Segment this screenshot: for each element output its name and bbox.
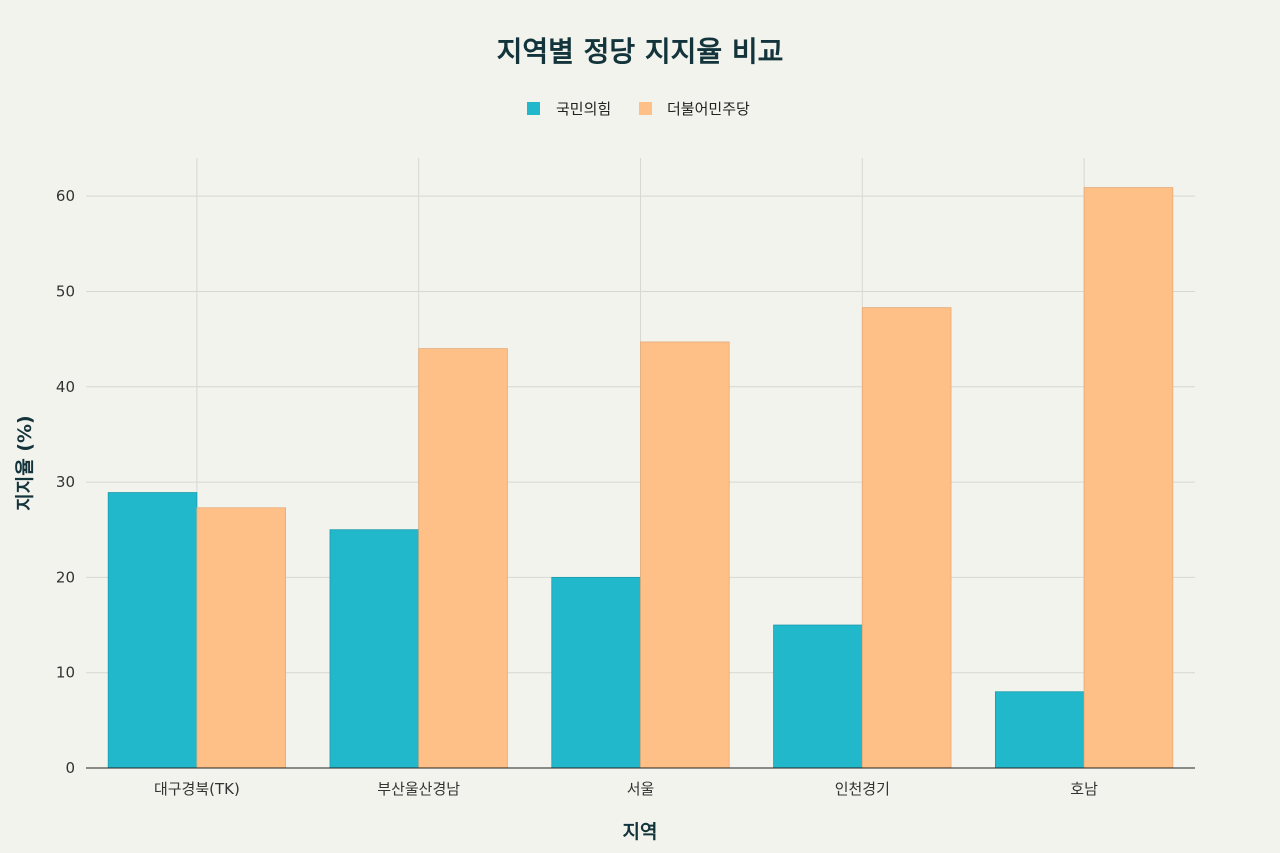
x-tick-label: 인천경기 [835,780,890,798]
legend-label-series-1: 더불어민주당 [667,100,750,118]
y-tick-label: 40 [56,378,75,396]
bars [107,187,1174,769]
legend-swatch-series-0 [527,102,540,115]
y-tick-label: 0 [65,759,75,777]
bar-series-1 [196,507,287,769]
x-axis-title: 지역 [623,821,658,843]
bar-series-1 [418,348,508,769]
legend-label-series-0: 국민의힘 [556,100,611,118]
bar-series-0 [329,529,420,769]
bar-series-0 [994,691,1085,769]
x-tick-label: 호남 [1070,780,1098,798]
legend-swatch-series-1 [639,102,652,115]
y-axis-title: 지지율 (%) [14,415,36,510]
bar-series-1 [861,307,952,769]
x-tick-labels: 대구경북(TK) 부산울산경남 서울 인천경기 호남 [154,780,1098,798]
y-tick-labels: 0 10 20 30 40 50 60 [56,187,75,777]
bar-series-1 [640,341,730,769]
y-tick-label: 60 [56,187,75,205]
bar-series-0 [107,492,198,769]
chart-title: 지역별 정당 지지율 비교 [497,35,784,68]
bar-series-1 [1083,187,1174,769]
bar-series-0 [773,624,863,769]
y-tick-label: 10 [56,664,75,682]
x-tick-label: 부산울산경남 [377,780,460,798]
y-tick-label: 50 [56,282,75,300]
x-tick-label: 대구경북(TK) [154,780,240,798]
legend: 국민의힘 더불어민주당 [527,100,750,118]
x-tick-label: 서울 [627,780,655,798]
y-tick-label: 20 [56,568,75,586]
y-tick-label: 30 [56,473,75,491]
bar-series-0 [551,576,641,769]
